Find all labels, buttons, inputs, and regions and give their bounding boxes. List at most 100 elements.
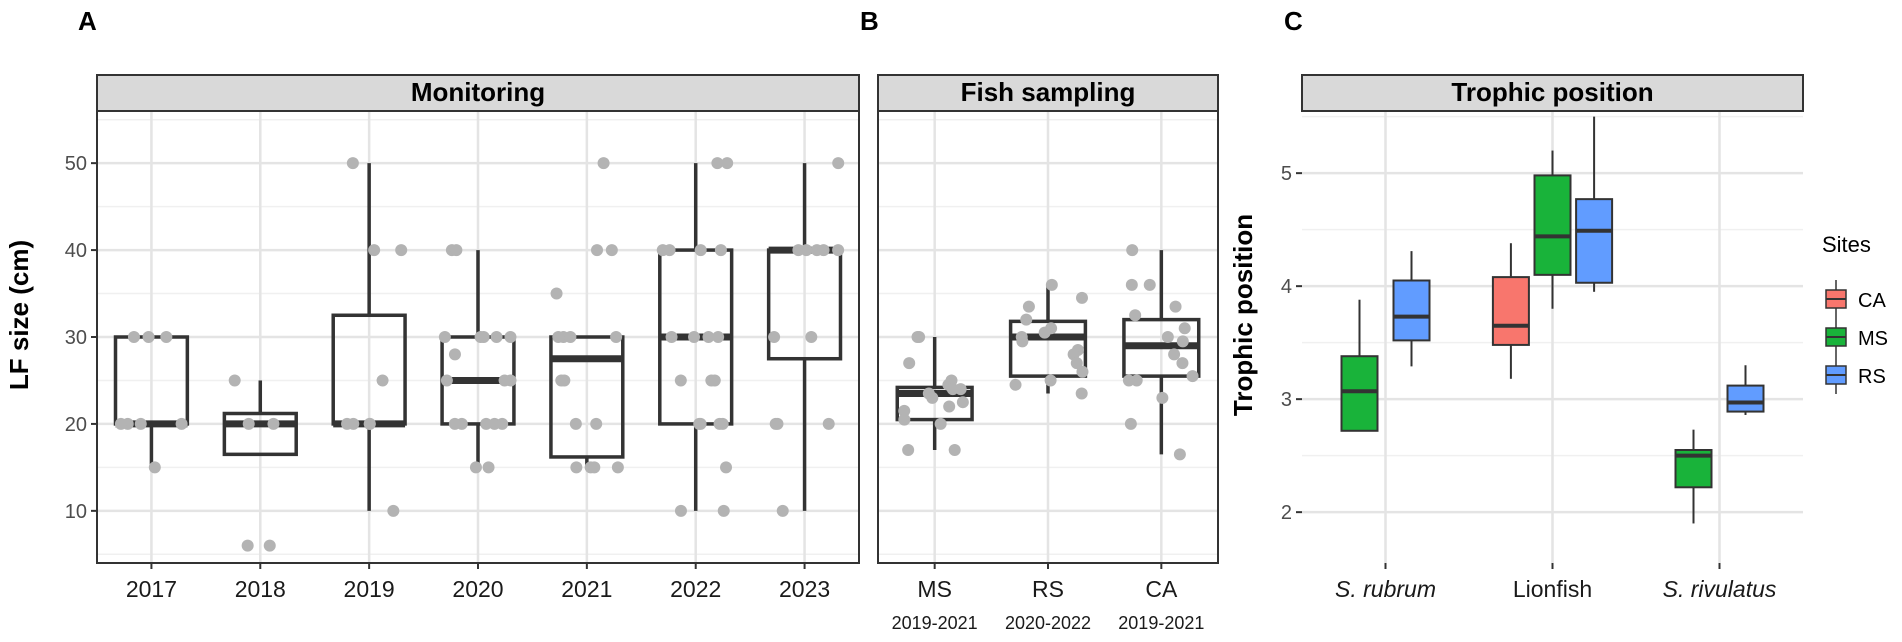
data-point-2022 <box>674 374 687 387</box>
data-point-2022 <box>694 244 707 257</box>
y-tick-label: 4 <box>1281 276 1292 298</box>
data-point-2020 <box>450 244 463 257</box>
y-tick-label: 3 <box>1281 389 1292 411</box>
data-point-ca <box>1176 335 1189 348</box>
data-point-ca <box>1176 357 1189 370</box>
data-point-2019 <box>363 417 376 430</box>
data-point-2022 <box>674 504 687 517</box>
x-tick-label-rs: RS <box>1032 576 1064 602</box>
data-point-2017 <box>148 461 161 474</box>
data-point-ca <box>1125 278 1138 291</box>
data-point-2018 <box>267 417 280 430</box>
box-2021 <box>549 335 625 459</box>
chart-panel-monitoring: Monitoring 10 20 30 40 50 2017 2018 2019 2020 2021… <box>65 74 860 602</box>
data-point-2022 <box>717 504 730 517</box>
data-point-2022 <box>714 244 727 257</box>
y-tick-label: 50 <box>65 153 87 175</box>
data-point-2023 <box>822 417 835 430</box>
data-point-ca <box>1143 278 1156 291</box>
data-point-ms <box>943 400 956 413</box>
y-tick-label: 20 <box>65 414 87 436</box>
facet-strip <box>96 74 860 112</box>
data-point-2021 <box>552 331 565 343</box>
box-lionfish <box>1575 198 1614 284</box>
data-point-ca <box>1126 244 1139 257</box>
data-point-rs <box>1038 326 1051 339</box>
x-tick-label-2022: 2022 <box>670 576 721 602</box>
data-point-2023 <box>832 244 845 257</box>
data-point-ca <box>1178 322 1191 335</box>
data-point-ms <box>903 357 916 370</box>
data-point-2021 <box>611 461 624 474</box>
data-point-rs <box>1020 313 1033 326</box>
data-point-2019 <box>341 417 354 430</box>
data-point-2022 <box>708 374 721 387</box>
facet-strip-title: Monitoring <box>411 77 545 107</box>
data-point-rs <box>1075 387 1088 400</box>
data-point-2023 <box>769 417 782 430</box>
box-s-rubrum <box>1340 355 1379 432</box>
data-point-2020 <box>448 417 461 430</box>
data-point-2023 <box>768 331 781 343</box>
data-point-rs <box>1045 278 1058 291</box>
legend-label-ms: MS <box>1858 328 1888 350</box>
data-point-ca <box>1169 300 1182 313</box>
data-point-2022 <box>712 331 725 343</box>
box-s-rivulatus <box>1726 384 1765 413</box>
box-lionfish <box>1491 276 1530 346</box>
x-tick-label-2018: 2018 <box>235 576 286 602</box>
data-point-2017 <box>142 331 155 343</box>
data-point-ca <box>1124 417 1137 430</box>
data-point-2022 <box>720 461 733 474</box>
box-lionfish <box>1533 174 1572 276</box>
data-point-2020 <box>496 417 509 430</box>
data-point-2021 <box>610 331 623 343</box>
data-point-2019 <box>346 157 359 170</box>
data-point-ca <box>1173 448 1186 461</box>
x-tick-label-2019: 2019 <box>344 576 395 602</box>
box-ms <box>895 385 974 422</box>
panel-border <box>877 110 1219 564</box>
data-point-2019 <box>395 244 408 257</box>
data-point-2022 <box>702 331 715 343</box>
data-point-2020 <box>490 331 503 343</box>
data-point-ms <box>956 396 969 409</box>
data-point-ms <box>902 444 915 456</box>
chart-panel-fish-sampling: Fish sampling MS 2019-2021 RS 2020-2022 CA 201… <box>877 74 1219 633</box>
data-point-2022 <box>694 417 707 430</box>
data-point-2018 <box>263 539 276 552</box>
data-point-2017 <box>134 417 147 430</box>
data-point-2017 <box>127 331 140 343</box>
data-point-2021 <box>590 417 603 430</box>
x-tick-label-2020: 2020 <box>452 576 503 602</box>
facet-strip-title: Fish sampling <box>961 77 1136 107</box>
data-point-rs <box>1075 291 1088 304</box>
data-point-2020 <box>480 417 493 430</box>
y-tick-label: 5 <box>1281 163 1292 185</box>
legend-title: Sites <box>1822 232 1871 257</box>
x-tick-label-2017: 2017 <box>126 576 177 602</box>
data-point-ca <box>1156 391 1169 404</box>
facet-strip-title: Trophic position <box>1451 77 1653 107</box>
panel-border <box>96 110 860 564</box>
y-tick-label: 40 <box>65 240 87 262</box>
data-point-2021 <box>588 461 601 474</box>
data-point-2020 <box>438 331 451 343</box>
data-point-2020 <box>469 461 482 474</box>
x-tick-label-lionfish: Lionfish <box>1513 576 1592 602</box>
legend: CA MS RS <box>1825 280 1888 394</box>
data-point-2022 <box>663 244 676 257</box>
data-point-2017 <box>175 417 188 430</box>
data-point-2020 <box>482 461 495 474</box>
x-tick-label-ms: MS <box>917 576 952 602</box>
legend-label-rs: RS <box>1858 366 1886 388</box>
data-point-rs <box>1016 335 1029 348</box>
data-point-2017 <box>160 331 173 343</box>
legend-label-ca: CA <box>1858 290 1886 312</box>
data-point-ms <box>926 391 939 404</box>
data-point-2021 <box>550 287 563 300</box>
data-point-2022 <box>688 331 701 343</box>
data-point-ms <box>946 383 959 396</box>
y-axis-label: LF size (cm) <box>4 240 34 390</box>
